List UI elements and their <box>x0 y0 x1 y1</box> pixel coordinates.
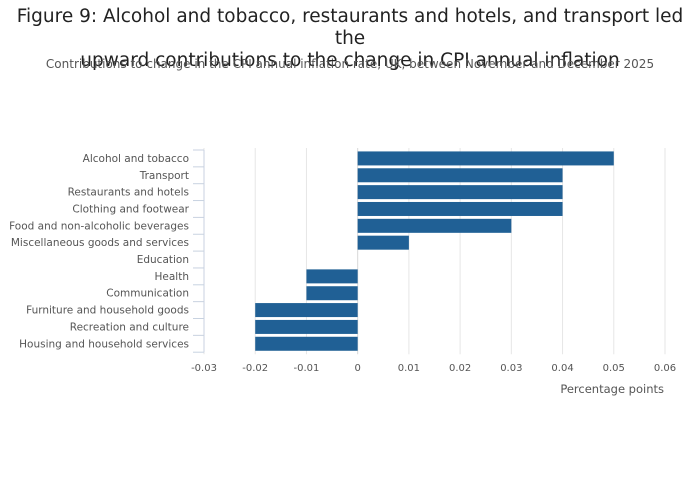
bars <box>255 151 614 351</box>
bar <box>357 201 563 216</box>
x-tick-label: 0 <box>354 363 360 374</box>
bar <box>357 235 409 250</box>
x-tick-label: 0.06 <box>654 363 676 374</box>
chart-title-line-2: upward contributions to the change in CP… <box>80 50 620 71</box>
y-category-label: Transport <box>139 170 189 182</box>
y-category-label: Food and non-alcoholic beverages <box>9 220 189 232</box>
x-tick-label: 0.05 <box>603 363 625 374</box>
y-category-label: Miscellaneous goods and services <box>11 237 189 249</box>
y-category-label: Health <box>155 271 189 283</box>
y-category-label: Alcohol and tobacco <box>83 153 189 165</box>
bar <box>357 218 512 233</box>
gridlines <box>203 148 666 355</box>
x-tick-label: 0.04 <box>551 363 573 374</box>
x-tick-label: 0.03 <box>500 363 522 374</box>
chart-title-line-1: Figure 9: Alcohol and tobacco, restauran… <box>16 6 684 49</box>
bar <box>255 336 358 351</box>
chart-title: Figure 9: Alcohol and tobacco, restauran… <box>0 6 700 72</box>
bar <box>357 151 614 166</box>
y-category-label: Recreation and culture <box>70 321 189 333</box>
x-tick-label: 0.01 <box>398 363 420 374</box>
y-axis: Alcohol and tobacco Transport Restaurants … <box>9 149 205 353</box>
y-category-label: Communication <box>106 288 189 300</box>
bar <box>255 303 358 318</box>
bar <box>357 168 563 183</box>
x-tick-label: -0.02 <box>242 363 268 374</box>
y-category-label: Clothing and footwear <box>72 203 189 215</box>
y-category-label: Restaurants and hotels <box>68 187 189 199</box>
x-tick-label: -0.01 <box>294 363 320 374</box>
y-category-label: Furniture and household goods <box>26 305 189 317</box>
chart-subtitle: Contributions to change in the CPI annua… <box>45 57 655 71</box>
bar <box>357 185 563 200</box>
y-category-label: Housing and household services <box>19 338 189 350</box>
x-tick-label: 0.02 <box>449 363 471 374</box>
y-category-label: Education <box>137 254 189 266</box>
bar <box>306 286 358 301</box>
x-axis: -0.03 -0.02 -0.01 0 0.01 0.02 0.03 0.04 0.05 0.06 <box>191 363 676 374</box>
bar <box>255 319 358 334</box>
x-tick-label: -0.03 <box>191 363 217 374</box>
bar <box>306 269 358 284</box>
x-axis-title: Percentage points <box>560 382 664 396</box>
